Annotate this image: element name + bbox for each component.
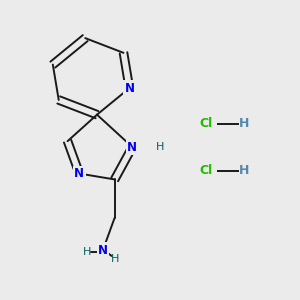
Text: N: N — [98, 244, 108, 256]
Text: Cl: Cl — [199, 117, 213, 130]
Text: H: H — [82, 247, 91, 256]
Text: N: N — [124, 82, 134, 95]
Text: N: N — [74, 167, 84, 180]
Text: H: H — [239, 164, 249, 177]
Text: H: H — [156, 142, 164, 152]
Text: H: H — [110, 254, 119, 264]
Text: Cl: Cl — [199, 164, 213, 177]
Text: N: N — [127, 141, 137, 154]
Text: H: H — [239, 117, 249, 130]
